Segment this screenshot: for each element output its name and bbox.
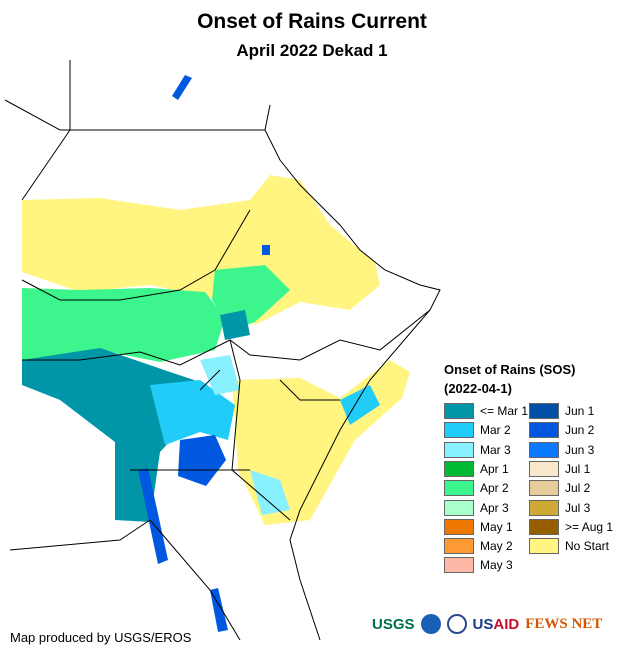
- legend-item: Jul 3: [529, 499, 590, 517]
- legend-label: >= Aug 1: [565, 519, 614, 534]
- legend-item: >= Aug 1: [529, 518, 613, 536]
- legend-label: May 2: [480, 539, 513, 554]
- legend-swatch: [529, 422, 559, 439]
- legend-label: May 3: [480, 558, 513, 573]
- legend-subtitle: (2022-04-1): [444, 381, 512, 396]
- legend-swatch: [529, 538, 559, 555]
- noaa-logo: [420, 614, 441, 634]
- legend-label: Apr 1: [480, 461, 509, 476]
- legend-label: No Start: [565, 539, 610, 554]
- legend-item: Jun 2: [529, 421, 594, 439]
- legend-item: Jul 1: [529, 460, 590, 478]
- map-title: Onset of Rains Current: [197, 10, 427, 33]
- legend-item: Jun 3: [529, 441, 594, 459]
- country-borders: [4, 60, 441, 641]
- region-mar3: [200, 355, 290, 515]
- legend-swatch: [529, 499, 559, 516]
- usaid-seal: [446, 614, 467, 634]
- legend-title: Onset of Rains (SOS): [444, 362, 576, 377]
- logo-strip: USGS USAID FEWS NET: [372, 614, 602, 634]
- legend-label: Jun 3: [565, 442, 595, 457]
- legend-item: No Start: [529, 537, 609, 555]
- legend-item: Jun 1: [529, 402, 594, 420]
- region-mar2: [150, 380, 380, 445]
- legend-swatch: [444, 557, 474, 574]
- legend-swatch: [529, 518, 559, 535]
- legend-item: Jul 2: [529, 479, 590, 497]
- legend-item: Apr 3: [444, 499, 509, 517]
- legend-item: May 1: [444, 518, 513, 536]
- legend-label: Mar 3: [480, 442, 511, 457]
- legend-swatch: [444, 403, 474, 419]
- region-jun2: [138, 75, 270, 632]
- legend-label: Jul 1: [565, 461, 591, 476]
- legend-swatch: [529, 403, 559, 419]
- legend-item: Apr 1: [444, 460, 509, 478]
- legend-label: Jul 2: [565, 481, 591, 496]
- fewsnet-logo: FEWS NET: [525, 615, 603, 632]
- legend-label: Apr 2: [480, 481, 509, 496]
- usaid-logo: USAID: [472, 615, 520, 633]
- legend: Onset of Rains (SOS) (2022-04-1) <= Mar …: [444, 360, 624, 574]
- legend-swatch: [529, 460, 559, 477]
- legend-label: Jul 3: [565, 500, 591, 515]
- legend-swatch: [444, 499, 474, 516]
- legend-swatch: [444, 480, 474, 497]
- usgs-logo: USGS: [372, 615, 415, 633]
- legend-item: Mar 2: [444, 421, 511, 439]
- legend-item: Mar 3: [444, 441, 511, 459]
- legend-item: May 3: [444, 556, 513, 574]
- legend-swatch: [444, 422, 474, 439]
- legend-label: Mar 2: [480, 423, 511, 438]
- legend-item: <= Mar 1: [444, 402, 528, 420]
- legend-swatch: [444, 460, 474, 477]
- legend-swatch: [444, 518, 474, 535]
- legend-label: Jun 1: [565, 404, 595, 418]
- legend-swatch: [444, 441, 474, 458]
- legend-swatch: [444, 538, 474, 555]
- credit-text: Map produced by USGS/EROS: [10, 630, 192, 645]
- legend-label: <= Mar 1: [480, 404, 529, 418]
- legend-swatch: [529, 441, 559, 458]
- map-subtitle: April 2022 Dekad 1: [236, 41, 388, 60]
- legend-item: Apr 2: [444, 479, 509, 497]
- legend-label: May 1: [480, 519, 513, 534]
- legend-label: Apr 3: [480, 500, 509, 515]
- legend-label: Jun 2: [565, 423, 595, 438]
- legend-swatch: [529, 480, 559, 497]
- legend-item: May 2: [444, 537, 513, 555]
